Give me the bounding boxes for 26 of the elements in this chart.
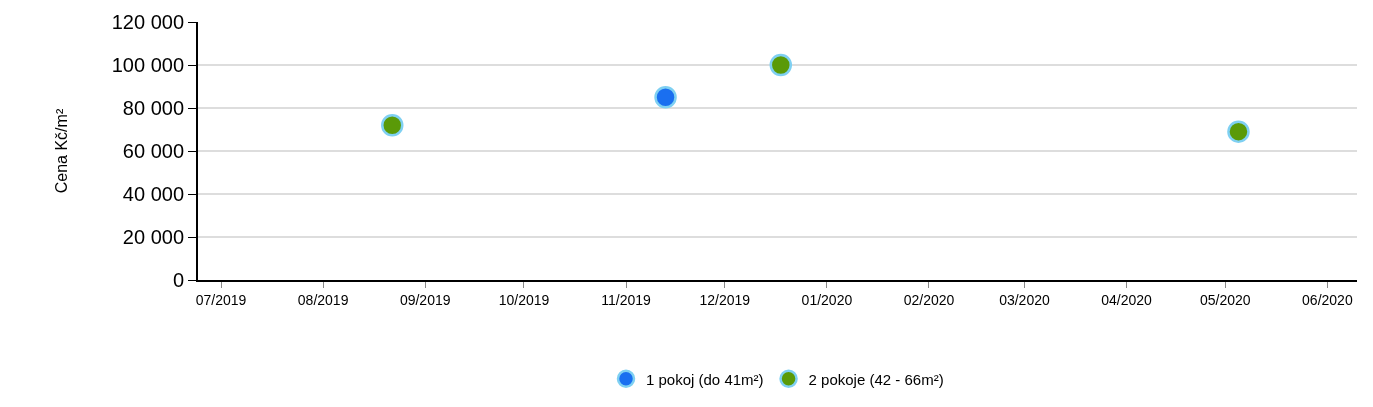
y-axis-title: Cena Kč/m² xyxy=(53,108,71,194)
x-tick-label: 07/2019 xyxy=(195,291,247,308)
x-tick-label: 09/2019 xyxy=(399,291,451,308)
y-tick-label: 0 xyxy=(172,269,184,291)
x-tick-label: 12/2019 xyxy=(699,291,751,308)
y-tick-label: 40 000 xyxy=(122,183,184,205)
point xyxy=(381,113,404,137)
x-tick-label: 02/2020 xyxy=(903,291,955,308)
x-tick-label: 10/2019 xyxy=(498,291,550,308)
point xyxy=(654,86,677,109)
legend-label: 2 pokoje (42 - 66m²) xyxy=(808,370,944,388)
y-tick-label: 20 000 xyxy=(122,226,184,248)
x-tick-label: 03/2020 xyxy=(999,291,1050,308)
y-tick-label: 100 000 xyxy=(111,54,184,76)
x-tick-label: 11/2019 xyxy=(601,291,652,308)
point xyxy=(1227,120,1250,143)
x-tick-label: 08/2019 xyxy=(297,291,349,308)
x-tick-label: 04/2020 xyxy=(1101,291,1153,308)
y-tick-label: 80 000 xyxy=(122,97,184,119)
point xyxy=(769,53,793,77)
legend-label: 1 pokoj (do 41m²) xyxy=(646,370,764,388)
x-tick-label: 06/2020 xyxy=(1302,291,1353,308)
y-tick-label: 120 000 xyxy=(111,11,184,33)
x-tick-label: 05/2020 xyxy=(1200,291,1251,308)
x-tick-label: 01/2020 xyxy=(801,291,853,308)
y-tick-label: 60 000 xyxy=(122,140,184,162)
